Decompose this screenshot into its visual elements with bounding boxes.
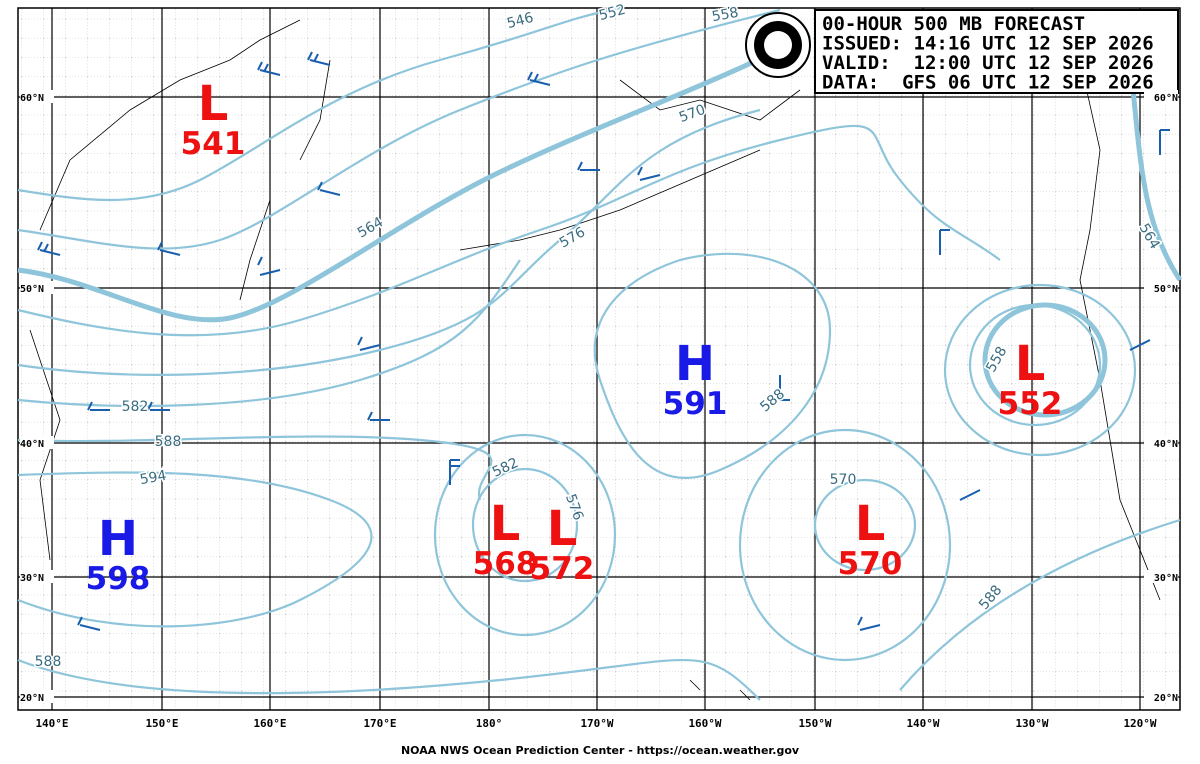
contour-label: 582: [122, 399, 149, 415]
lat-label: 30°N: [1154, 573, 1178, 584]
lon-label: 170°W: [580, 717, 613, 730]
center-letter: L: [855, 496, 886, 552]
lon-label: 120°W: [1123, 717, 1156, 730]
lat-label-bg: [20, 436, 54, 449]
lat-label-bg: [1144, 436, 1178, 449]
center-letter: H: [98, 511, 138, 567]
lat-label-bg: [1144, 281, 1178, 294]
wind-barbs: [37, 51, 1170, 631]
contour-label: 570: [830, 472, 857, 488]
center-value: 598: [86, 561, 151, 597]
lat-label: 20°N: [1154, 693, 1178, 704]
lon-label: 140°W: [906, 717, 939, 730]
center-value: 541: [181, 126, 246, 162]
lat-label: 50°N: [1154, 284, 1178, 295]
footer: NOAA NWS Ocean Prediction Center - https…: [401, 744, 800, 757]
contour-label: 588: [35, 654, 62, 670]
lat-label: 30°N: [20, 573, 44, 584]
lon-label: 160°E: [253, 717, 286, 730]
lat-label-bg: [1144, 90, 1178, 103]
lat-label-bg: [20, 90, 54, 103]
lon-label: 130°W: [1015, 717, 1048, 730]
noaa-logo: [745, 12, 811, 78]
lon-label: 150°E: [145, 717, 178, 730]
center-value: 591: [663, 386, 728, 422]
center-letter: L: [490, 496, 521, 552]
lat-label: 50°N: [20, 284, 44, 295]
center-value: 568: [473, 546, 538, 582]
lon-label: 170°E: [363, 717, 396, 730]
center-letter: H: [675, 336, 715, 392]
center-value: 572: [530, 551, 595, 587]
lat-label: 60°N: [1154, 93, 1178, 104]
contour-label: 594: [139, 468, 168, 488]
center-value: 570: [838, 546, 903, 582]
lat-label-bg: [1144, 570, 1178, 583]
lat-label-bg: [20, 281, 54, 294]
lat-label: 40°N: [1154, 439, 1178, 450]
lat-label: 40°N: [20, 439, 44, 450]
graticule: [18, 8, 1180, 710]
lat-label-bg: [1144, 690, 1178, 703]
center-letter: L: [198, 76, 229, 132]
lon-label: 150°W: [798, 717, 831, 730]
header-line: ISSUED: 14:16 UTC 12 SEP 2026: [822, 33, 1154, 55]
header-box: [814, 9, 1179, 94]
lon-label: 180°: [476, 717, 503, 730]
lat-label: 60°N: [20, 93, 44, 104]
lon-label: 140°E: [35, 717, 68, 730]
center-value: 552: [998, 386, 1063, 422]
lat-label-bg: [20, 690, 54, 703]
center-letter: L: [547, 501, 578, 557]
contour-label: 558: [711, 5, 740, 25]
contour-label: 588: [155, 434, 182, 450]
header-line: 00-HOUR 500 MB FORECAST: [822, 13, 1085, 35]
lat-label: 20°N: [20, 693, 44, 704]
header-line: VALID: 12:00 UTC 12 SEP 2026: [822, 52, 1154, 74]
header-line: DATA: GFS 06 UTC 12 SEP 2026: [822, 72, 1154, 94]
lon-label: 160°W: [688, 717, 721, 730]
center-letter: L: [1015, 336, 1046, 392]
coastlines: [29, 19, 1161, 701]
lat-label-bg: [20, 570, 54, 583]
